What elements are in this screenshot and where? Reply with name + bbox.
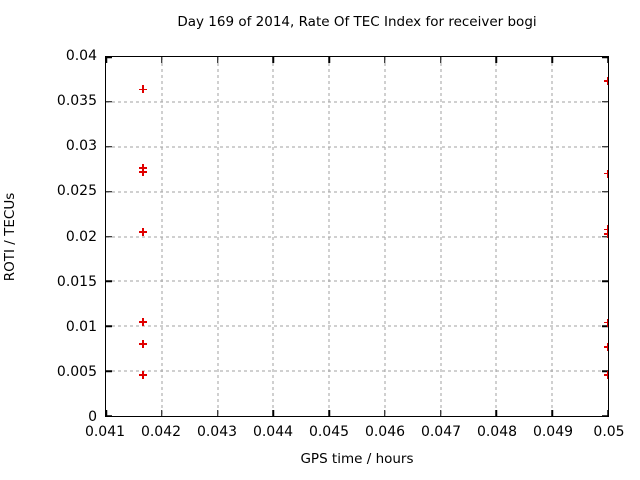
x-tick-mark-top — [607, 57, 608, 63]
x-tick-label: 0.046 — [364, 424, 406, 440]
x-tick-mark-bottom — [384, 410, 386, 416]
x-tick-mark-bottom — [216, 410, 219, 416]
x-tick-mark-top — [551, 57, 553, 63]
data-point-marker — [139, 228, 148, 236]
gridline-horizontal — [106, 370, 608, 372]
x-tick-label: 0.044 — [252, 424, 294, 440]
data-point-marker — [604, 370, 608, 379]
y-tick-mark-left — [106, 101, 112, 103]
gridline-horizontal — [106, 146, 608, 148]
y-tick-label: 0 — [88, 409, 97, 425]
gridline-horizontal — [106, 191, 608, 193]
x-tick-mark-bottom — [439, 410, 442, 416]
y-tick-mark-left — [106, 190, 112, 193]
data-point-marker — [604, 169, 608, 178]
y-tick-label: 0.02 — [65, 228, 97, 245]
x-tick-mark-bottom — [161, 410, 163, 416]
y-tick-label: 0.005 — [56, 363, 97, 380]
x-tick-mark-top — [495, 57, 498, 63]
x-tick-label: 0.047 — [420, 424, 462, 440]
y-tick-mark-left — [106, 325, 112, 327]
data-point-marker — [139, 340, 148, 349]
y-tick-mark-right — [602, 57, 608, 58]
y-tick-labels: 0 0.005 0.01 0.015 0.02 0.025 0.03 0.035 0.04 — [0, 48, 97, 425]
x-tick-label: 0.042 — [140, 424, 182, 440]
x-tick-mark-top — [216, 57, 219, 63]
x-tick-labels: 0.041 0.042 0.043 0.044 0.045 0.046 0.047 0.048… — [85, 424, 625, 442]
y-tick-label: 0.025 — [56, 183, 97, 200]
chart-title: Day 169 of 2014, Rate Of TEC Index for r… — [177, 14, 537, 30]
x-tick-label: 0.048 — [476, 424, 518, 440]
data-point-marker — [139, 317, 148, 326]
y-tick-mark-right — [602, 415, 608, 416]
x-tick-mark-top — [439, 57, 442, 63]
y-tick-mark-left — [106, 57, 112, 58]
y-tick-mark-left — [106, 146, 112, 148]
data-point-marker — [604, 229, 608, 238]
data-point-marker — [139, 370, 148, 379]
x-tick-label: 0.045 — [308, 424, 350, 440]
x-tick-mark-bottom — [106, 410, 107, 416]
x-tick-label: 0.049 — [532, 424, 574, 440]
gridline-horizontal — [106, 280, 608, 282]
x-tick-label: 0.05 — [593, 424, 625, 440]
y-tick-mark-right — [602, 370, 608, 372]
gridline-horizontal — [106, 325, 608, 327]
data-point-marker — [604, 342, 608, 351]
y-tick-mark-left — [106, 415, 112, 416]
x-tick-mark-bottom — [551, 410, 553, 416]
y-tick-mark-right — [602, 325, 608, 327]
x-tick-mark-top — [328, 57, 330, 63]
data-point-marker — [139, 85, 148, 94]
y-tick-mark-right — [602, 280, 608, 283]
x-tick-mark-top — [384, 57, 386, 63]
data-point-marker — [604, 225, 608, 234]
x-tick-label: 0.043 — [196, 424, 238, 440]
data-point-marker — [139, 167, 148, 176]
x-tick-mark-bottom — [495, 410, 498, 416]
y-tick-label: 0.03 — [65, 138, 97, 155]
gridline-horizontal — [106, 101, 608, 103]
y-tick-mark-right — [602, 146, 608, 148]
y-tick-mark-right — [602, 101, 608, 103]
y-tick-label: 0.04 — [65, 48, 97, 64]
x-tick-mark-bottom — [328, 410, 330, 416]
x-tick-mark-top — [106, 57, 107, 63]
y-tick-mark-left — [106, 280, 112, 283]
data-point-marker — [604, 77, 608, 86]
x-tick-mark-top — [272, 57, 275, 63]
y-tick-mark-left — [106, 235, 112, 238]
y-tick-label: 0.015 — [56, 273, 97, 290]
x-tick-mark-bottom — [272, 410, 275, 416]
y-tick-label: 0.01 — [65, 318, 97, 335]
x-tick-mark-bottom — [607, 410, 608, 416]
y-tick-mark-right — [602, 190, 608, 193]
data-point-marker — [604, 318, 608, 327]
y-tick-mark-left — [106, 370, 112, 372]
x-tick-mark-top — [161, 57, 163, 63]
plot-area — [105, 56, 609, 417]
gridline-horizontal — [106, 236, 608, 237]
y-tick-mark-right — [602, 235, 608, 238]
y-tick-label: 0.035 — [56, 93, 97, 110]
x-tick-label: 0.041 — [84, 424, 126, 440]
x-axis-title: GPS time / hours — [300, 451, 414, 467]
